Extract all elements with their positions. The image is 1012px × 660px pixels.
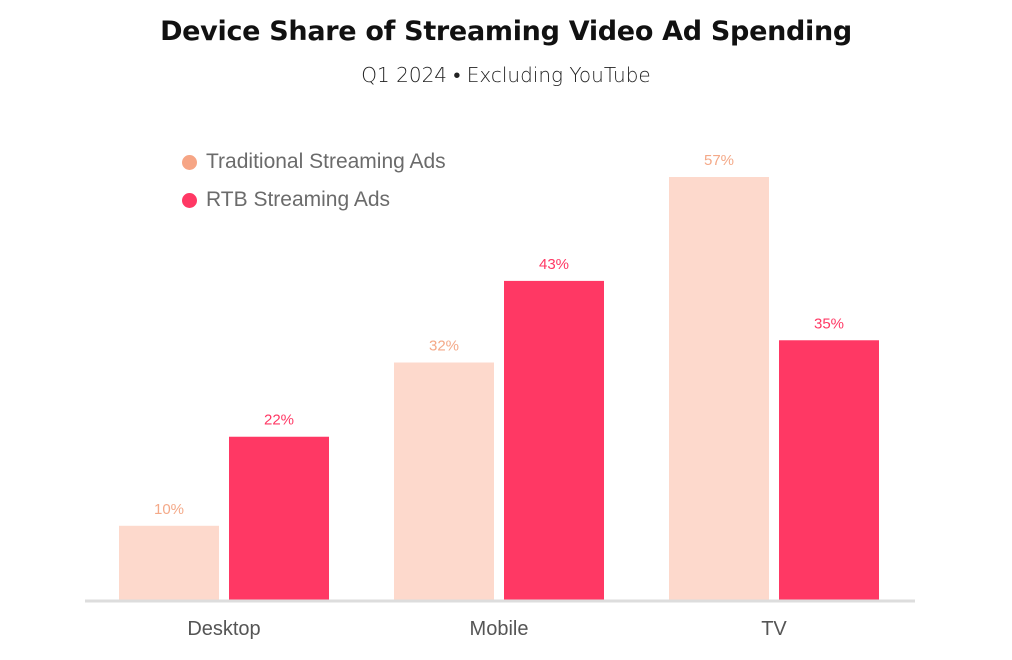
legend-item-rtb: RTB Streaming Ads [182,181,446,219]
data-label-desktop-rtb: 22% [264,412,294,429]
data-label-desktop-traditional: 10% [154,501,184,518]
data-label-tv-traditional: 57% [704,152,734,169]
bar-tv-rtb [779,340,879,600]
x-tick-label-desktop: Desktop [187,618,260,640]
bar-mobile-traditional [394,362,494,600]
legend: Traditional Streaming Ads RTB Streaming … [182,143,446,219]
chart-title: Device Share of Streaming Video Ad Spend… [160,16,852,47]
data-label-mobile-rtb: 43% [539,256,569,273]
bar-tv-traditional [669,177,769,600]
legend-dot-rtb-icon [182,192,197,208]
x-tick-label-mobile: Mobile [470,618,529,640]
data-label-tv-rtb: 35% [814,315,844,332]
data-label-mobile-traditional: 32% [429,338,459,355]
legend-item-traditional: Traditional Streaming Ads [182,143,446,181]
bar-mobile-rtb [504,280,604,600]
legend-label-rtb: RTB Streaming Ads [206,188,391,211]
legend-dot-traditional-icon [182,154,197,170]
bar-desktop-rtb [229,436,329,600]
chart-subtitle: Q1 2024 • Excluding YouTube [361,63,651,87]
legend-label-traditional: Traditional Streaming Ads [206,150,446,173]
bar-desktop-traditional [119,525,219,600]
x-tick-label-tv: TV [761,618,787,640]
